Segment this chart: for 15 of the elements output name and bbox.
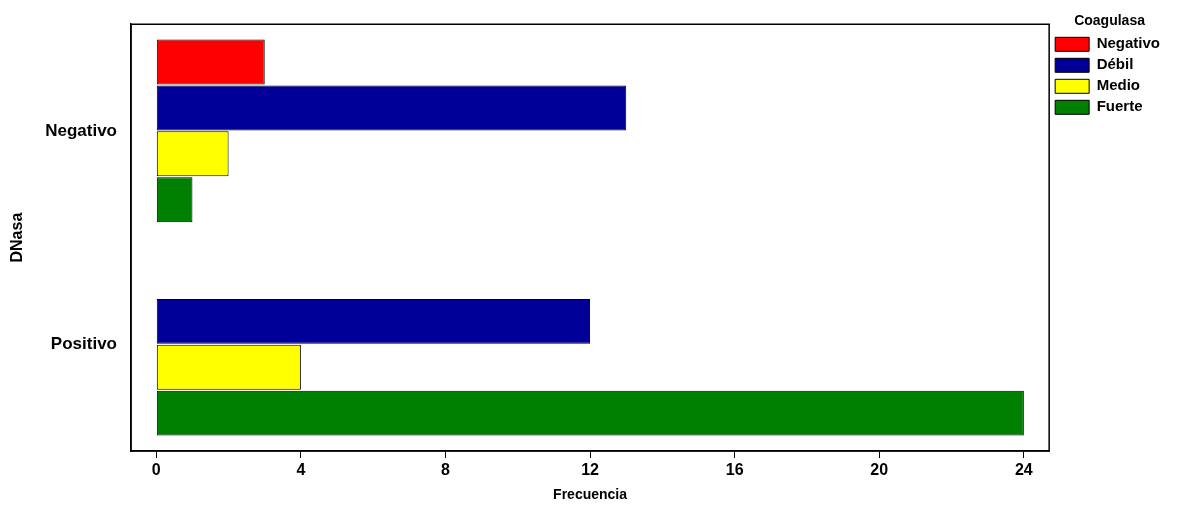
x-tick-label: 8: [441, 461, 451, 479]
x-tick-label: 0: [151, 461, 161, 479]
legend-label: Débil: [1096, 55, 1134, 73]
legend-title: Coagulasa: [1074, 11, 1146, 28]
legend-label: Negativo: [1096, 34, 1161, 52]
y-axis-title: DNasa: [8, 212, 26, 263]
legend-label: Medio: [1096, 76, 1140, 94]
x-axis-title: Frecuencia: [553, 486, 628, 503]
x-tick-label: 4: [296, 461, 306, 479]
legend-label: Fuerte: [1096, 97, 1143, 115]
x-tick-label: 16: [725, 461, 744, 479]
x-tick-label: 12: [581, 461, 600, 479]
x-tick-label: 24: [1014, 461, 1033, 479]
y-tick-label: Positivo: [50, 333, 117, 353]
x-tick-label: 20: [870, 461, 889, 479]
